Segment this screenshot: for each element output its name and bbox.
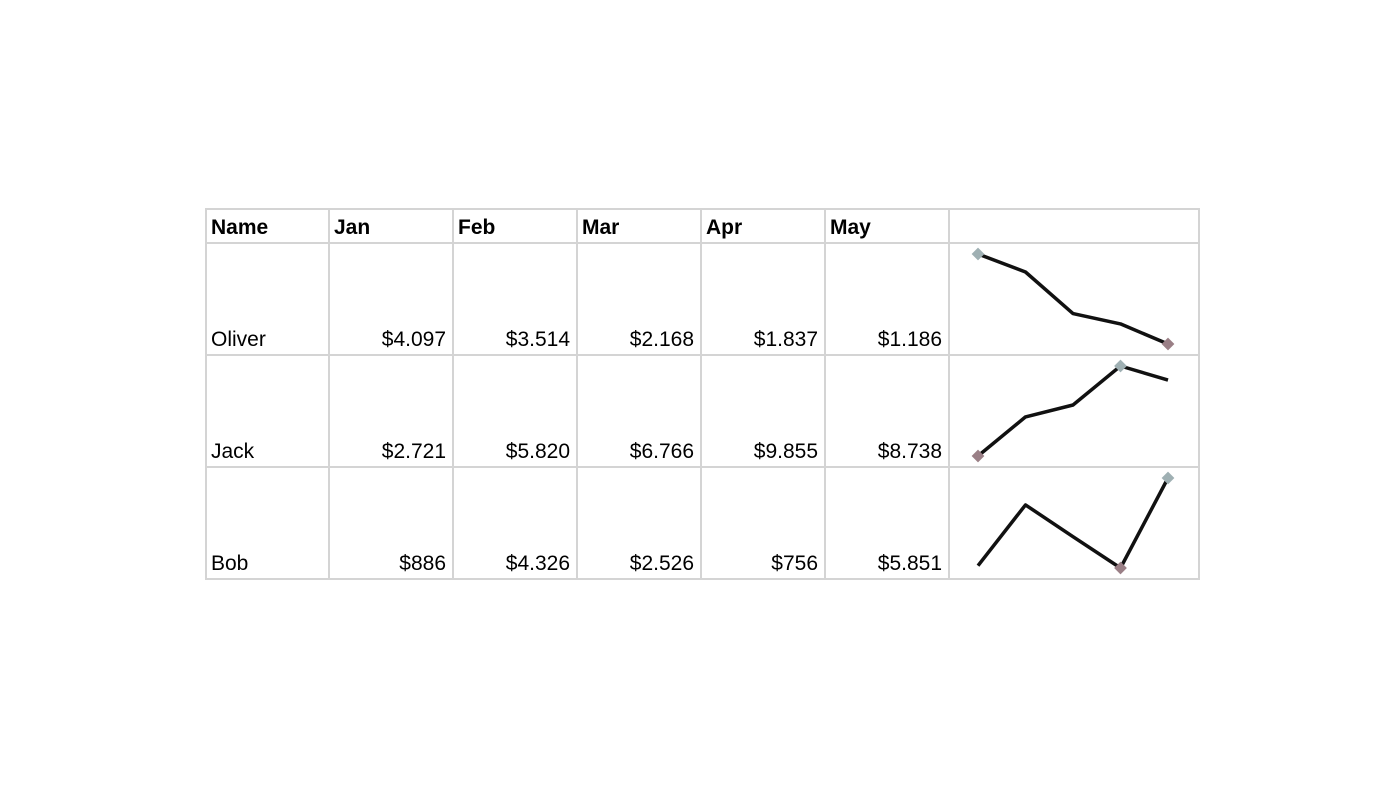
value-cell: $2.168 bbox=[576, 242, 702, 356]
sparkline-series-line bbox=[976, 364, 1169, 458]
value-cell: $1.837 bbox=[700, 242, 826, 356]
value-cell: $5.820 bbox=[452, 354, 578, 468]
sparkline-bob bbox=[976, 471, 1175, 575]
header-cell-jan: Jan bbox=[328, 208, 454, 244]
sparkline-oliver bbox=[971, 247, 1175, 351]
sparkline-high-point bbox=[971, 247, 985, 261]
sales-table: Name Jan Feb Mar Apr May Oliver $4.097 $… bbox=[205, 208, 1200, 580]
row-name-cell: Jack bbox=[205, 354, 330, 468]
header-cell-sparkline bbox=[948, 208, 1200, 244]
header-cell-feb: Feb bbox=[452, 208, 578, 244]
value-cell: $756 bbox=[700, 466, 826, 580]
table-row: Oliver $4.097 $3.514 $2.168 $1.837 $1.18… bbox=[205, 242, 1200, 356]
sparkline-cell bbox=[948, 466, 1200, 580]
header-row: Name Jan Feb Mar Apr May bbox=[205, 208, 1200, 244]
sparkline-jack bbox=[971, 359, 1169, 463]
value-cell: $8.738 bbox=[824, 354, 950, 468]
value-cell: $6.766 bbox=[576, 354, 702, 468]
value-cell: $2.526 bbox=[576, 466, 702, 580]
header-cell-may: May bbox=[824, 208, 950, 244]
table-row: Jack $2.721 $5.820 $6.766 $9.855 $8.738 bbox=[205, 354, 1200, 468]
row-name-cell: Bob bbox=[205, 466, 330, 580]
value-cell: $5.851 bbox=[824, 466, 950, 580]
value-cell: $886 bbox=[328, 466, 454, 580]
sparkline-cell bbox=[948, 242, 1200, 356]
value-cell: $4.097 bbox=[328, 242, 454, 356]
row-name-cell: Oliver bbox=[205, 242, 330, 356]
sparkline-high-point bbox=[1161, 471, 1175, 485]
sparkline-low-point bbox=[1161, 337, 1175, 351]
header-cell-apr: Apr bbox=[700, 208, 826, 244]
sparkline-cell bbox=[948, 354, 1200, 468]
value-cell: $4.326 bbox=[452, 466, 578, 580]
table-row: Bob $886 $4.326 $2.526 $756 $5.851 bbox=[205, 466, 1200, 580]
sparkline-series-line bbox=[976, 477, 1170, 570]
sparkline-series-line bbox=[977, 252, 1169, 346]
value-cell: $1.186 bbox=[824, 242, 950, 356]
value-cell: $9.855 bbox=[700, 354, 826, 468]
value-cell: $2.721 bbox=[328, 354, 454, 468]
value-cell: $3.514 bbox=[452, 242, 578, 356]
header-cell-name: Name bbox=[205, 208, 330, 244]
header-cell-mar: Mar bbox=[576, 208, 702, 244]
